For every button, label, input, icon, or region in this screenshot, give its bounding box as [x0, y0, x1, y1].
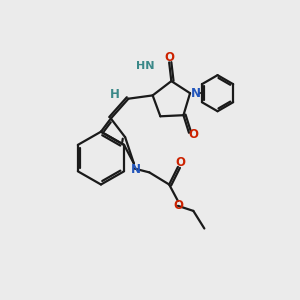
Text: H: H — [110, 88, 120, 101]
Text: N: N — [191, 87, 201, 100]
Text: O: O — [188, 128, 198, 142]
Text: HN: HN — [136, 61, 154, 71]
Text: O: O — [173, 199, 183, 212]
Text: N: N — [131, 163, 141, 176]
Text: O: O — [176, 156, 186, 170]
Text: O: O — [164, 51, 174, 64]
